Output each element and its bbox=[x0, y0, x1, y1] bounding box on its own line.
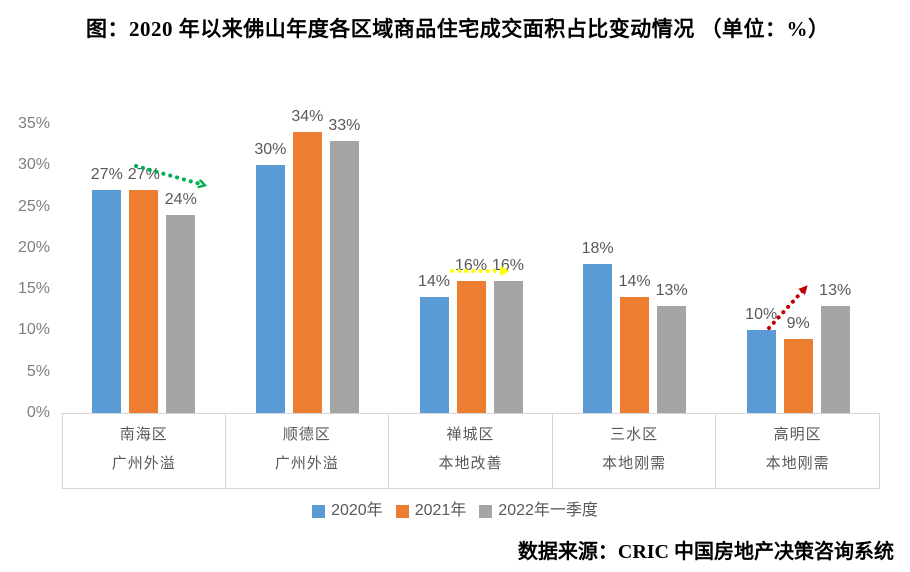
chart-title: 图：2020 年以来佛山年度各区域商品住宅成交面积占比变动情况 （单位：%） bbox=[86, 17, 830, 41]
bar-2022年一季度-高明区 bbox=[820, 305, 850, 413]
category-box: 禅城区 本地改善 bbox=[389, 413, 553, 489]
category-segment-label: 广州外溢 bbox=[274, 455, 339, 472]
category-region-label: 顺德区 bbox=[282, 426, 331, 443]
y-tick-label: 5% bbox=[26, 362, 50, 380]
y-tick-label: 15% bbox=[17, 280, 50, 298]
bar-2021年-禅城区 bbox=[456, 280, 486, 413]
bar-2022年一季度-三水区 bbox=[657, 305, 687, 413]
source-note: 数据来源：CRIC 中国房地产决策咨询系统 bbox=[517, 541, 894, 563]
bar-label: 13% bbox=[655, 281, 688, 299]
bar-label: 24% bbox=[164, 190, 197, 208]
category-region-label: 南海区 bbox=[119, 426, 168, 443]
y-tick-label: 20% bbox=[17, 238, 50, 256]
legend-label: 2022年一季度 bbox=[498, 502, 598, 519]
legend-item: 2021年 bbox=[395, 501, 467, 521]
y-tick-label: 25% bbox=[17, 197, 50, 215]
category-region-label: 高明区 bbox=[773, 426, 822, 443]
bar-2020年-南海区 bbox=[92, 190, 122, 413]
y-tick-label: 35% bbox=[17, 115, 50, 132]
category-segment-label: 广州外溢 bbox=[111, 455, 176, 472]
bar-2021年-南海区 bbox=[129, 190, 159, 413]
category-segment-label: 本地刚需 bbox=[765, 455, 830, 472]
bar-label: 18% bbox=[581, 240, 614, 258]
category-segment-label: 本地刚需 bbox=[602, 455, 667, 472]
legend-item: 2022年一季度 bbox=[479, 501, 598, 521]
category-region-label: 禅城区 bbox=[446, 426, 495, 443]
legend: 2020年 2021年 2022年一季度 bbox=[0, 501, 910, 521]
category-segment-label: 本地改善 bbox=[438, 455, 503, 472]
y-tick-label: 10% bbox=[17, 321, 50, 339]
legend-label: 2020年 bbox=[331, 502, 383, 519]
legend-swatch-icon bbox=[395, 504, 409, 518]
y-tick-label: 30% bbox=[17, 156, 50, 174]
bar-label: 27% bbox=[90, 166, 123, 184]
bar-label: 34% bbox=[291, 108, 324, 126]
legend-item: 2020年 bbox=[312, 501, 383, 521]
category-box: 三水区 本地刚需 bbox=[552, 413, 717, 489]
bar-label: 14% bbox=[618, 273, 651, 291]
bar-2020年-高明区 bbox=[746, 330, 776, 413]
bar-2022年一季度-顺德区 bbox=[329, 140, 359, 413]
legend-swatch-icon bbox=[312, 504, 326, 518]
legend-swatch-icon bbox=[479, 504, 493, 518]
bar-2021年-高明区 bbox=[783, 338, 813, 413]
category-box: 高明区 本地刚需 bbox=[716, 413, 880, 489]
bar-2021年-顺德区 bbox=[292, 132, 322, 413]
bar-2020年-禅城区 bbox=[419, 297, 449, 413]
category-box: 顺德区 广州外溢 bbox=[225, 413, 390, 489]
bar-label: 30% bbox=[254, 141, 287, 159]
category-box: 南海区 广州外溢 bbox=[62, 413, 226, 489]
bar-2020年-顺德区 bbox=[255, 165, 285, 413]
bar-label: 33% bbox=[328, 116, 361, 134]
bar-label: 27% bbox=[127, 166, 160, 184]
bar-label: 16% bbox=[491, 256, 525, 274]
category-region-label: 三水区 bbox=[610, 426, 659, 443]
y-tick-label: 0% bbox=[26, 404, 50, 421]
bar-label: 14% bbox=[417, 273, 451, 291]
bar-2022年一季度-南海区 bbox=[166, 214, 196, 413]
bar-2021年-三水区 bbox=[620, 297, 650, 413]
bar-2022年一季度-禅城区 bbox=[493, 280, 523, 413]
bar-label: 13% bbox=[819, 281, 852, 299]
legend-label: 2021年 bbox=[414, 502, 467, 519]
bar-2020年-三水区 bbox=[583, 264, 613, 413]
